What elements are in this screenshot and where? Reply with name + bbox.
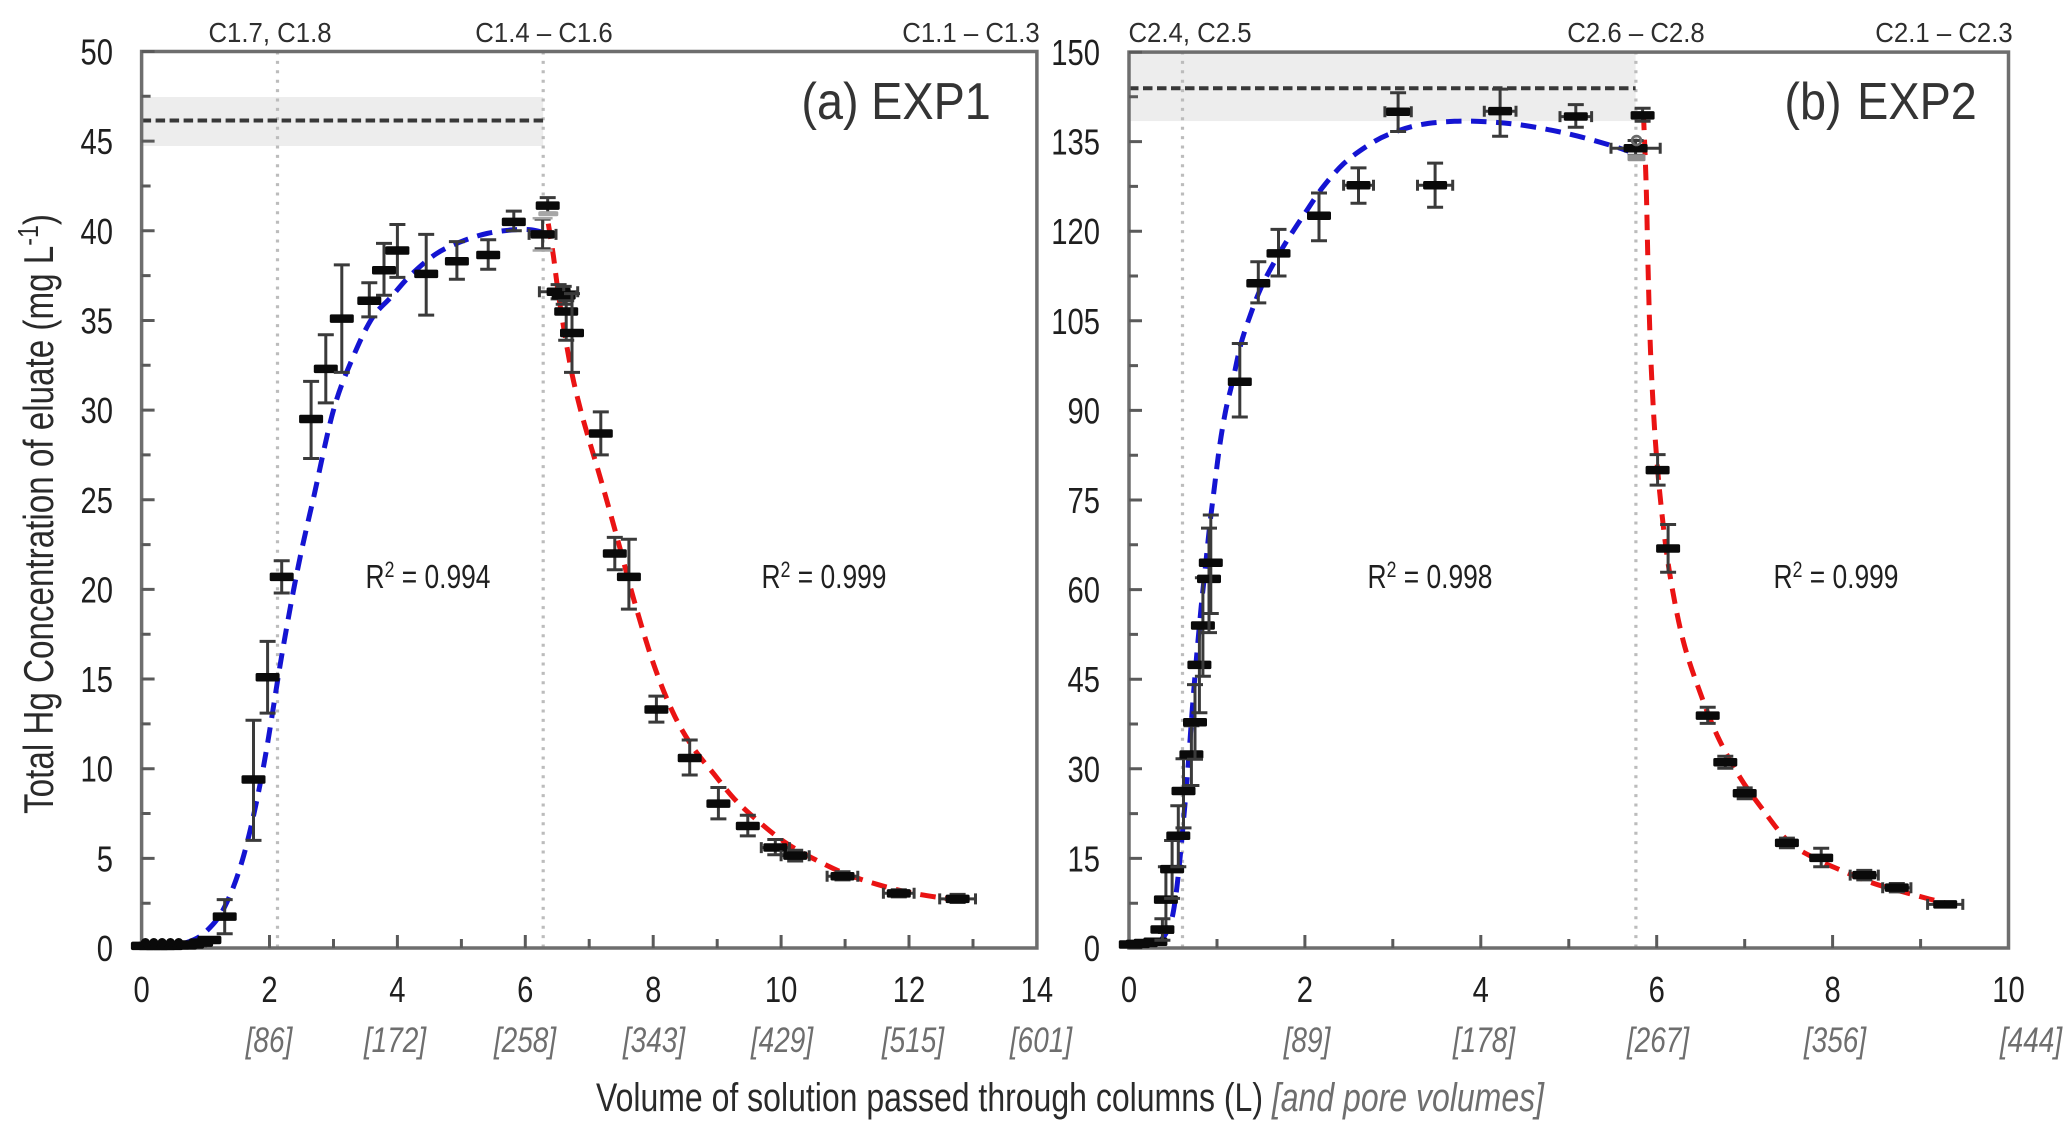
svg-text:[601]: [601]	[1009, 1020, 1073, 1060]
svg-text:[172]: [172]	[363, 1020, 427, 1060]
svg-text:2: 2	[1297, 970, 1313, 1011]
svg-text:R2 = 0.998: R2 = 0.998	[1368, 558, 1493, 596]
svg-text:2: 2	[261, 970, 277, 1011]
svg-text:10: 10	[765, 970, 797, 1011]
svg-text:C1.1 – C1.3: C1.1 – C1.3	[902, 17, 1039, 48]
svg-text:45: 45	[1068, 660, 1100, 701]
svg-text:50: 50	[81, 32, 113, 73]
svg-text:75: 75	[1068, 481, 1100, 522]
svg-text:10: 10	[1992, 970, 2024, 1011]
svg-text:30: 30	[81, 391, 113, 432]
svg-text:15: 15	[81, 660, 113, 701]
svg-text:10: 10	[81, 750, 113, 791]
svg-text:[429]: [429]	[750, 1020, 814, 1060]
svg-text:C2.1 – C2.3: C2.1 – C2.3	[1875, 17, 2012, 48]
svg-text:20: 20	[81, 570, 113, 611]
svg-text:R2 = 0.999: R2 = 0.999	[1774, 558, 1899, 596]
svg-text:135: 135	[1051, 123, 1100, 164]
svg-text:C2.4, C2.5: C2.4, C2.5	[1128, 17, 1251, 48]
svg-text:35: 35	[81, 301, 113, 342]
svg-text:[89]: [89]	[1283, 1020, 1332, 1060]
svg-text:40: 40	[81, 212, 113, 253]
svg-text:R2 = 0.994: R2 = 0.994	[366, 558, 491, 596]
svg-text:Volume of solution passed thro: Volume of solution passed through column…	[596, 1075, 1545, 1120]
svg-text:0: 0	[97, 929, 113, 970]
svg-text:[86]: [86]	[245, 1020, 294, 1060]
svg-text:[343]: [343]	[622, 1020, 686, 1060]
svg-text:60: 60	[1068, 571, 1100, 612]
svg-text:[178]: [178]	[1452, 1020, 1516, 1060]
svg-text:90: 90	[1068, 391, 1100, 432]
svg-text:C1.7, C1.8: C1.7, C1.8	[208, 17, 331, 48]
svg-text:6: 6	[517, 970, 533, 1011]
svg-text:8: 8	[1824, 970, 1840, 1011]
svg-text:0: 0	[1084, 929, 1100, 970]
svg-text:Total Hg Concentration of elua: Total Hg Concentration of eluate (mg L-1…	[11, 214, 61, 814]
svg-text:EXP2: EXP2	[1857, 73, 1977, 131]
svg-text:[515]: [515]	[881, 1020, 945, 1060]
svg-text:0: 0	[1121, 970, 1137, 1011]
svg-text:4: 4	[389, 970, 405, 1011]
svg-text:14: 14	[1021, 970, 1053, 1011]
svg-text:105: 105	[1051, 302, 1100, 343]
svg-text:[356]: [356]	[1803, 1020, 1867, 1060]
svg-text:120: 120	[1051, 212, 1100, 253]
svg-text:C2.6 – C2.8: C2.6 – C2.8	[1567, 17, 1704, 48]
svg-text:4: 4	[1473, 970, 1489, 1011]
svg-text:30: 30	[1068, 750, 1100, 791]
svg-text:0: 0	[133, 970, 149, 1011]
svg-text:45: 45	[81, 122, 113, 163]
svg-text:(a): (a)	[801, 73, 858, 131]
svg-text:(b): (b)	[1784, 73, 1841, 131]
svg-text:EXP1: EXP1	[871, 73, 991, 131]
svg-text:25: 25	[81, 481, 113, 522]
svg-text:6: 6	[1649, 970, 1665, 1011]
svg-text:12: 12	[893, 970, 925, 1011]
svg-text:8: 8	[645, 970, 661, 1011]
svg-text:15: 15	[1068, 839, 1100, 880]
svg-text:5: 5	[97, 839, 113, 880]
svg-text:[267]: [267]	[1626, 1020, 1690, 1060]
svg-text:[258]: [258]	[493, 1020, 557, 1060]
svg-text:[444]: [444]	[1999, 1020, 2063, 1060]
svg-text:C1.4 – C1.6: C1.4 – C1.6	[475, 17, 612, 48]
svg-text:150: 150	[1051, 33, 1100, 74]
svg-text:R2 = 0.999: R2 = 0.999	[762, 558, 887, 596]
